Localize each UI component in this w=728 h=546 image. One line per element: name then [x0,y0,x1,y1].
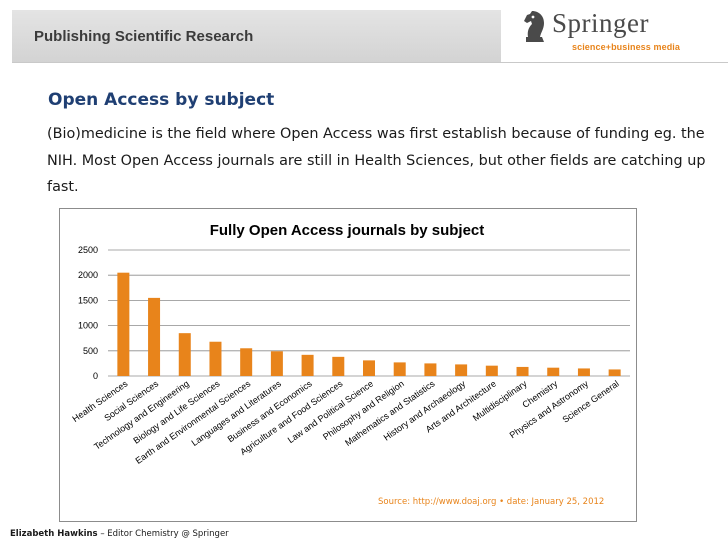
chart-bars [117,272,621,376]
bar-science-general [608,369,621,376]
logo-wordmark: Springer [552,8,649,38]
y-tick-label: 2500 [78,245,98,255]
y-tick-label: 1000 [78,321,98,331]
chart-title: Fully Open Access journals by subject [210,222,485,239]
source-note: Source: http://www.doaj.org • date: Janu… [378,497,605,507]
bar-biology-and-life-sciences [209,341,222,376]
bar-multidisciplinary [516,366,529,376]
bar-arts-and-architecture [485,365,498,376]
header: Publishing Scientific Research Springer … [0,0,728,75]
bar-agriculture-and-food-sciences [332,356,345,376]
bar-technology-and-engineering [178,333,191,376]
bar-physics-and-astronomy [577,368,590,376]
x-tick-label: Science General [561,378,621,424]
logo-tagline: science+business media [572,42,681,52]
bar-chart: Fully Open Access journals by subject 0 5… [70,222,630,466]
y-tick-label: 0 [93,371,98,381]
chart-panel: Fully Open Access journals by subject 0 5… [59,208,637,522]
header-divider [12,62,728,63]
bar-history-and-archaeology [455,364,468,376]
bar-business-and-economics [301,354,314,376]
section-title: Open Access by subject [48,90,275,110]
bar-social-sciences [148,297,161,376]
bar-mathematics-and-statistics [424,363,437,376]
springer-logo: Springer science+business media [518,6,718,56]
y-tick-label: 500 [83,346,98,356]
footer-author: Elizabeth Hawkins [10,529,98,539]
y-tick-label: 2000 [78,270,98,280]
chart-axes: 0 500 1000 1500 2000 2500 [78,245,98,381]
y-tick-label: 1500 [78,295,98,305]
chart-gridlines [108,249,630,377]
header-title-band [12,10,501,62]
header-title: Publishing Scientific Research [34,28,254,45]
bar-earth-and-environmental-sciences [240,348,253,376]
bar-philosophy-and-religion [393,362,406,376]
body-paragraph: (Bio)medicine is the field where Open Ac… [47,126,706,195]
bar-law-and-political-science [363,360,375,376]
bar-health-sciences [117,272,130,376]
bar-chemistry [547,367,560,376]
footer: Elizabeth Hawkins – Editor Chemistry @ S… [10,529,229,539]
bar-languages-and-literatures [270,351,283,376]
footer-role: – Editor Chemistry @ Springer [97,529,229,539]
springer-knight-icon [524,11,544,42]
